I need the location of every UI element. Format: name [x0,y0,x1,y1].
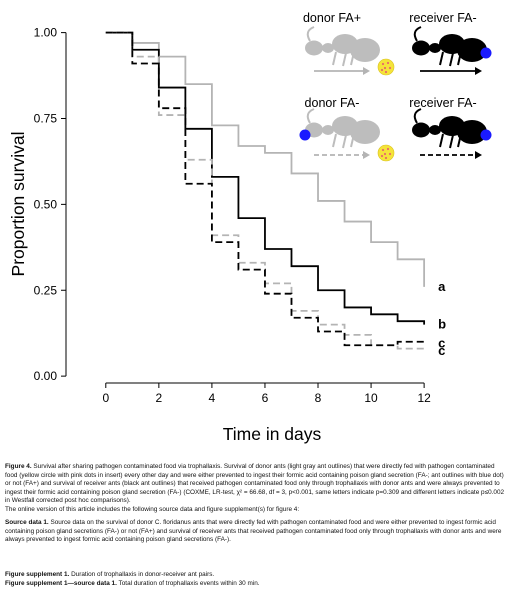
ant-leg [439,133,444,148]
x-tick-label: 8 [315,391,322,405]
survival-series-line [105,31,426,325]
ant-leg [457,133,462,148]
ant-antenna [413,108,422,124]
pathogen-spore-dot [380,68,384,72]
legend-entry: donor FA- [299,96,395,162]
x-tick-label: 2 [156,391,163,405]
x-tick-label: 10 [364,391,378,405]
figure-caption: Figure 4. Survival after sharing pathoge… [5,463,505,506]
caption-figure-text: Survival of donor ants (light gray ant o… [5,463,505,505]
caption-figure-label: Figure 4. [5,463,32,470]
pathogen-spore-dot [383,66,387,70]
arrow-head-icon [475,151,482,159]
chart-series-layer [105,31,426,350]
pathogen-spore-dot [384,156,388,160]
caption-source-data: Source data 1. Source data on the surviv… [5,519,505,545]
legend-entry: donor FA+ [303,11,395,76]
survival-series-line [105,31,425,350]
ant-antenna [306,26,315,42]
y-tick-label: 0.75 [34,111,58,125]
x-tick-label: 6 [262,391,269,405]
ant-leg [439,51,444,66]
ant-leg [449,52,454,67]
chart-end-labels: a bcc [438,279,446,358]
arrow-head-icon [475,67,482,75]
series-end-label: c [438,336,445,351]
ant-neck [429,125,441,135]
pathogen-spore-dot [388,152,392,156]
y-tick-label: 0.25 [34,283,58,297]
ant-leg [350,133,355,148]
pathogen-spore-dot [383,152,387,156]
ant-leg [449,134,454,149]
series-end-label: a [438,279,446,294]
caption-figure-supplement: Figure supplement 1. Duration of trophal… [5,571,505,580]
x-tick-label: 4 [209,391,216,405]
caption-supplement-source-data: Figure supplement 1—source data 1. Total… [5,580,505,589]
pathogen-spore-dot [388,66,392,70]
legend-entry-label: receiver FA- [409,11,476,25]
caption-supplement-source-text: Total duration of trophallaxis events wi… [118,580,260,587]
pathogen-spore-dot [386,61,390,65]
ant-neck [322,125,334,135]
caption-supplement-source-label: Figure supplement 1—source data 1. [5,580,117,587]
arrow-head-icon [363,151,370,159]
ant-antenna [306,108,315,124]
caption-supplement-text: Duration of trophallaxis in donor-receiv… [71,571,215,578]
ant-leg [350,51,355,66]
formic-acid-dot-icon [480,47,492,59]
pathogen-spore-dot [386,147,390,151]
formic-acid-dot-icon [480,129,492,141]
legend-entry: receiver FA- [409,11,492,75]
y-axis-title: Proportion survival [8,132,28,277]
caption-online-text: The online version of this article inclu… [5,506,300,513]
ant-leg [332,133,337,148]
pathogen-spore-dot [384,70,388,74]
ant-neck [429,43,441,53]
formic-acid-dot-icon [299,129,311,141]
ant-antenna [413,26,422,42]
pathogen-spore-dot [380,154,384,158]
caption-figure-title: Survival after sharing pathogen contamin… [33,463,223,470]
x-axis-title: Time in days [223,424,322,444]
ant-leg [457,51,462,66]
pathogen-spore-dot [381,148,385,152]
legend-entry-label: receiver FA- [409,96,476,110]
ant-abdomen [350,120,380,144]
arrow-head-icon [363,67,370,75]
ant-head [305,40,323,56]
survival-chart: 0.00 0.25 0.50 0.75 1.00 0 2 4 6 8 10 12 a bcc donor… [8,11,492,444]
y-tick-label: 1.00 [34,26,58,40]
chart-axes: 0.00 0.25 0.50 0.75 1.00 0 2 4 6 8 10 12 [34,26,431,405]
series-end-label: b [438,317,446,332]
ant-head [412,40,430,56]
legend-entry-label: donor FA+ [303,11,361,25]
chart-legend: donor FA+ receiver FA-donor FA-receiver F… [299,11,492,162]
caption-source-data-label: Source data 1. [5,519,49,526]
ant-neck [322,43,334,53]
survival-series-line [105,31,426,347]
ant-leg [342,52,347,67]
ant-leg [342,134,347,149]
x-tick-label: 12 [417,391,431,405]
ant-abdomen [457,38,487,62]
caption-online-note: The online version of this article inclu… [5,506,505,515]
pathogen-spore-dot [381,62,385,66]
caption-supplement-label: Figure supplement 1. [5,571,70,578]
ant-abdomen [350,38,380,62]
series-end-label: c [438,343,445,358]
legend-entry-label: donor FA- [305,96,360,110]
legend-entry: receiver FA- [409,96,492,159]
y-tick-label: 0.00 [34,369,58,383]
x-tick-label: 0 [102,391,109,405]
ant-abdomen [457,120,487,144]
y-tick-label: 0.50 [34,197,58,211]
ant-head [412,122,430,138]
caption-source-data-text: Source data on the survival of donor C. … [5,519,502,544]
ant-leg [332,51,337,66]
